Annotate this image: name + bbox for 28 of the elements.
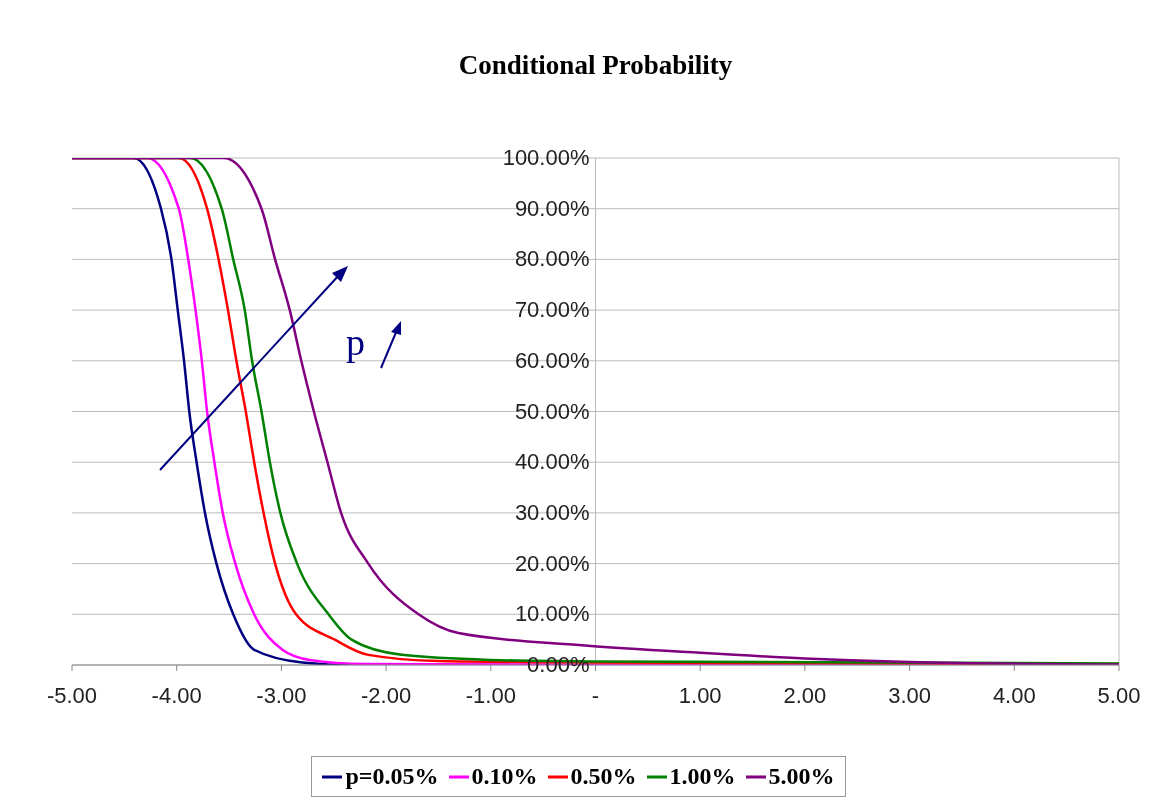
y-tick-label: 60.00%	[514, 347, 590, 373]
legend-label: 1.00%	[669, 763, 736, 790]
y-tick-label: 80.00%	[514, 246, 590, 272]
annotation: p	[346, 320, 365, 364]
x-tick-label: -5.00	[46, 682, 98, 708]
y-tick-label: 50.00%	[514, 398, 590, 424]
x-tick-label: 5.00	[1097, 682, 1141, 708]
x-tick-label: -1.00	[465, 682, 516, 708]
x-tick-label: 1.00	[678, 682, 722, 708]
y-tick-label: 30.00%	[514, 499, 590, 525]
x-tick-label: -2.00	[361, 682, 412, 708]
x-tick-label: 3.00	[888, 682, 932, 708]
y-tick-label: 100.00%	[502, 145, 590, 170]
x-tick-label: -	[591, 682, 600, 708]
x-tick-label: -3.00	[256, 682, 307, 708]
legend-label: 0.50%	[570, 763, 637, 790]
y-tick-label: 40.00%	[514, 449, 590, 475]
y-tick-label: 90.00%	[514, 195, 590, 221]
y-tick-label: 70.00%	[514, 297, 590, 323]
y-tick-label: 20.00%	[514, 550, 590, 576]
chart-title: Conditional Probability	[457, 50, 734, 81]
x-tick-label: 2.00	[783, 682, 827, 708]
y-tick-label: 10.00%	[514, 601, 590, 627]
x-tick-label: 4.00	[992, 682, 1036, 708]
legend-label: 0.10%	[471, 763, 538, 790]
legend-label: 5.00%	[768, 763, 835, 790]
legend-label: p=0.05%	[345, 763, 439, 790]
x-tick-label: -4.00	[151, 682, 202, 708]
